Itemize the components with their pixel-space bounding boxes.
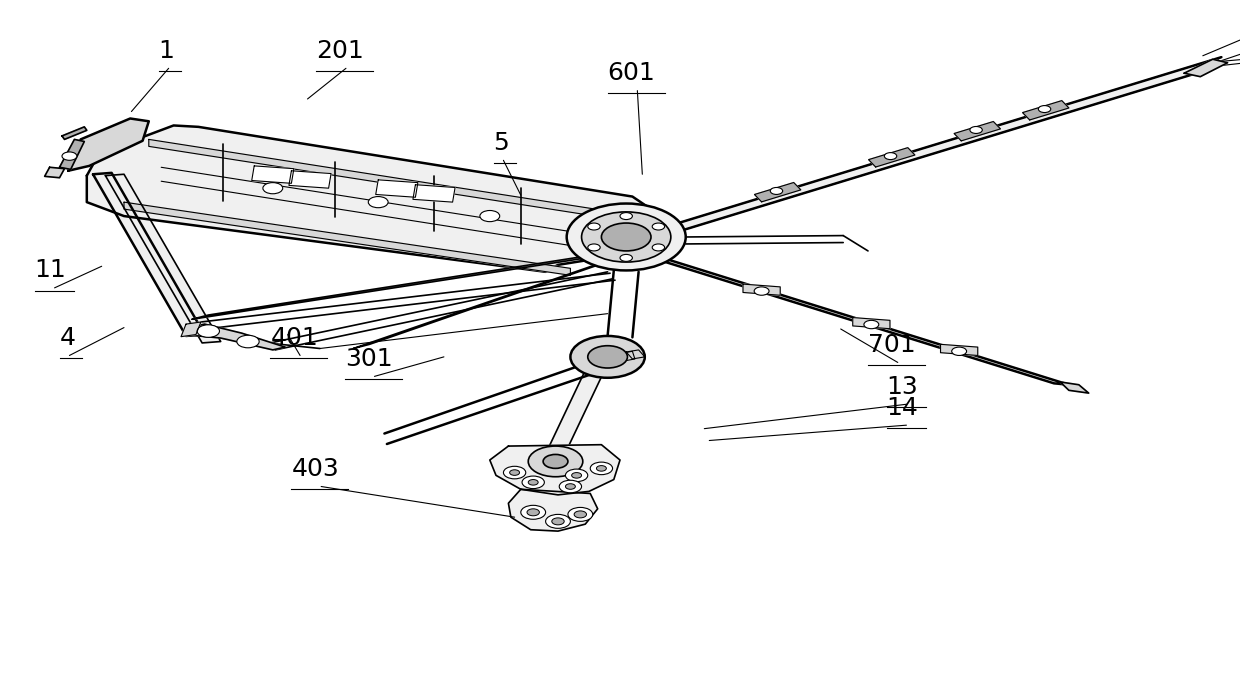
Circle shape	[546, 514, 570, 528]
Text: 4: 4	[60, 326, 76, 350]
Polygon shape	[45, 167, 64, 178]
Circle shape	[368, 197, 388, 208]
Circle shape	[588, 346, 627, 368]
Circle shape	[884, 153, 897, 160]
Circle shape	[503, 466, 526, 479]
Polygon shape	[149, 139, 595, 216]
Circle shape	[552, 518, 564, 525]
Polygon shape	[743, 284, 780, 296]
Text: 301: 301	[345, 347, 392, 371]
Polygon shape	[105, 174, 221, 343]
Text: 1: 1	[159, 39, 175, 63]
Circle shape	[588, 223, 600, 230]
Polygon shape	[1023, 100, 1069, 120]
Polygon shape	[1060, 382, 1089, 393]
Circle shape	[567, 204, 686, 270]
Polygon shape	[868, 148, 915, 167]
Text: 403: 403	[291, 457, 340, 481]
Polygon shape	[618, 351, 635, 362]
Polygon shape	[754, 183, 801, 202]
Circle shape	[864, 321, 879, 329]
Circle shape	[522, 476, 544, 489]
Circle shape	[582, 212, 671, 262]
Circle shape	[588, 244, 600, 251]
Text: 601: 601	[608, 61, 656, 85]
Circle shape	[197, 325, 219, 337]
Circle shape	[620, 254, 632, 261]
Circle shape	[572, 473, 582, 478]
Polygon shape	[954, 121, 1001, 141]
Polygon shape	[549, 362, 608, 447]
Polygon shape	[353, 251, 639, 348]
Circle shape	[565, 469, 588, 482]
Circle shape	[652, 244, 665, 251]
Polygon shape	[93, 173, 205, 336]
Polygon shape	[192, 252, 610, 319]
Circle shape	[528, 480, 538, 485]
Circle shape	[601, 223, 651, 251]
Polygon shape	[626, 350, 645, 359]
Polygon shape	[181, 322, 201, 337]
Circle shape	[570, 336, 645, 378]
Polygon shape	[68, 118, 149, 171]
Polygon shape	[940, 344, 977, 355]
Circle shape	[263, 183, 283, 194]
Text: 13: 13	[887, 375, 919, 399]
Polygon shape	[1184, 59, 1228, 77]
Polygon shape	[62, 127, 87, 139]
Circle shape	[237, 335, 259, 348]
Circle shape	[510, 470, 520, 475]
Polygon shape	[289, 171, 331, 188]
Text: 701: 701	[868, 333, 915, 357]
Text: 401: 401	[270, 326, 319, 350]
Circle shape	[652, 223, 665, 230]
Circle shape	[559, 480, 582, 493]
Polygon shape	[630, 251, 1069, 385]
Polygon shape	[252, 166, 294, 183]
Circle shape	[596, 466, 606, 471]
Polygon shape	[413, 185, 455, 202]
Circle shape	[951, 347, 967, 355]
Circle shape	[770, 187, 782, 194]
Polygon shape	[60, 139, 84, 169]
Circle shape	[970, 126, 982, 133]
Circle shape	[620, 213, 632, 220]
Text: 11: 11	[35, 259, 67, 282]
Circle shape	[527, 509, 539, 516]
Circle shape	[754, 287, 769, 296]
Circle shape	[565, 484, 575, 489]
Circle shape	[480, 210, 500, 222]
Polygon shape	[490, 445, 620, 495]
Polygon shape	[508, 489, 598, 531]
Circle shape	[574, 511, 587, 518]
Text: 14: 14	[887, 396, 919, 420]
Text: 5: 5	[494, 131, 510, 155]
Polygon shape	[853, 318, 890, 329]
Circle shape	[528, 446, 583, 477]
Polygon shape	[184, 324, 285, 350]
Circle shape	[521, 505, 546, 519]
Polygon shape	[626, 57, 1221, 247]
Text: 201: 201	[316, 39, 365, 63]
Polygon shape	[87, 125, 663, 272]
Polygon shape	[124, 202, 570, 275]
Circle shape	[1038, 105, 1050, 112]
Circle shape	[62, 152, 77, 160]
Circle shape	[590, 462, 613, 475]
Circle shape	[543, 454, 568, 468]
Circle shape	[568, 507, 593, 521]
Polygon shape	[376, 180, 418, 197]
